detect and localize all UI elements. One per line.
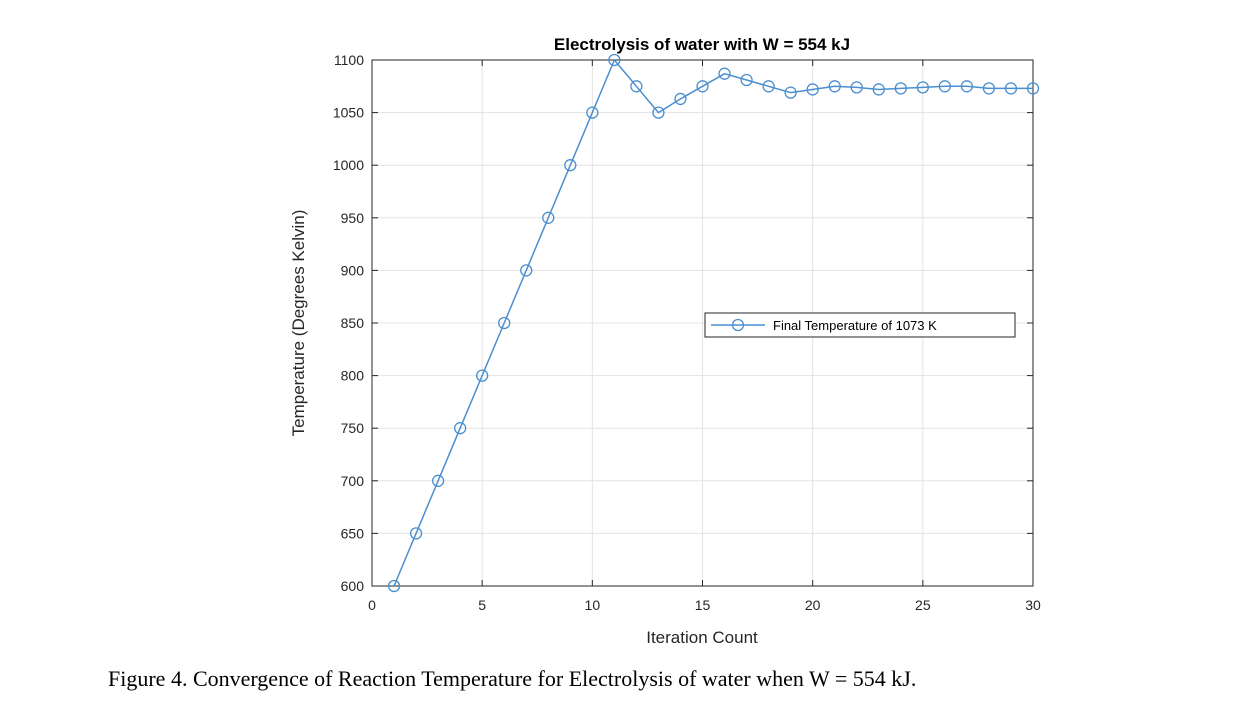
data-point [718,67,731,80]
x-tick-label: 0 [368,597,376,613]
data-point [740,73,753,87]
y-tick-label: 750 [341,420,365,436]
data-point [586,106,599,119]
data-point [828,80,841,93]
data-point [806,83,819,96]
y-tick-label: 700 [341,473,365,489]
data-point [498,316,511,330]
axes: 0 5 10 15 20 25 30 600 650 700 750 800 850 900 950 1000… [333,52,1041,613]
data-point [608,53,621,67]
y-tick-label: 900 [341,262,365,278]
data-point [431,474,445,487]
data-point [409,527,423,540]
y-tick-label: 850 [341,315,365,331]
x-tick-label: 20 [805,597,821,613]
data-point [453,422,467,435]
x-tick-label: 15 [695,597,711,613]
y-tick-label: 800 [341,368,365,384]
y-tick-label: 950 [341,210,365,226]
y-tick-label: 1100 [334,52,364,68]
legend-label: Final Temperature of 1073 K [773,318,937,333]
data-point [1004,82,1018,95]
data-point [652,106,665,119]
figure-caption: Figure 4. Convergence of Reaction Temper… [108,666,917,691]
legend: Final Temperature of 1073 K [704,312,1016,338]
data-point [387,579,401,593]
data-series [387,53,1040,593]
data-point [938,80,952,93]
x-tick-label: 10 [585,597,601,613]
data-point [542,211,555,224]
data-point [916,81,929,94]
data-point [1026,82,1040,95]
x-tick-label: 5 [478,597,486,613]
legend-marker [731,318,745,332]
data-point [784,86,797,99]
y-tick-label: 600 [341,578,365,594]
data-point [564,159,577,172]
data-point [850,81,863,94]
data-point [894,82,907,95]
data-point [520,264,533,277]
data-point [982,82,996,95]
x-tick-label: 25 [915,597,931,613]
data-point [960,80,974,93]
x-axis-label: Iteration Count [646,628,758,647]
x-tick-label: 30 [1025,597,1041,613]
y-tick-label: 1000 [333,157,364,173]
data-point [762,80,775,93]
data-point [872,83,885,96]
y-axis-label: Temperature (Degrees Kelvin) [289,210,308,437]
data-point [476,369,489,382]
chart-title: Electrolysis of water with W = 554 kJ [554,35,850,54]
data-point [630,80,643,93]
data-point [696,80,709,93]
y-tick-label: 1050 [333,105,364,121]
data-point [674,92,687,106]
series-line [393,58,1033,587]
y-tick-label: 650 [341,525,365,541]
